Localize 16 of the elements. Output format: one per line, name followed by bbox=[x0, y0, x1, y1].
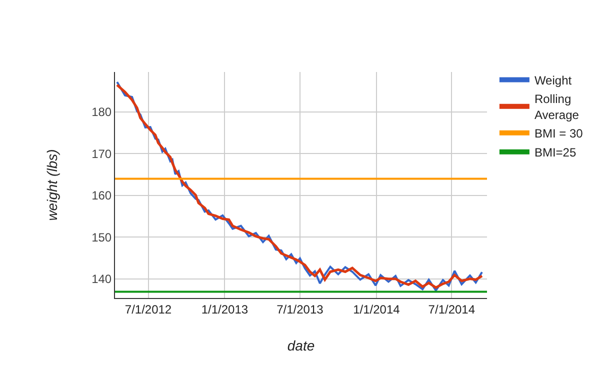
y-tick-label: 150 bbox=[92, 230, 112, 244]
x-tick-label: 7/1/2014 bbox=[428, 302, 476, 316]
y-axis-title: weight (lbs) bbox=[44, 149, 60, 221]
x-axis-title: date bbox=[287, 338, 315, 354]
y-tick-label: 170 bbox=[92, 146, 112, 161]
y-tick-label: 180 bbox=[92, 105, 112, 120]
x-tick-label: 7/1/2012 bbox=[124, 302, 172, 316]
legend-label: BMI = 30 bbox=[534, 126, 584, 141]
x-tick-label: 7/1/2013 bbox=[276, 302, 324, 316]
y-tick-label: 140 bbox=[92, 272, 112, 286]
legend-label: Weight bbox=[534, 73, 572, 88]
x-tick-label: 1/1/2014 bbox=[353, 302, 400, 316]
x-tick-label: 1/1/2013 bbox=[201, 302, 248, 316]
y-tick-label: 160 bbox=[92, 188, 112, 203]
legend-label: BMI=25 bbox=[534, 146, 576, 160]
legend-label: Rolling Average bbox=[534, 92, 580, 122]
